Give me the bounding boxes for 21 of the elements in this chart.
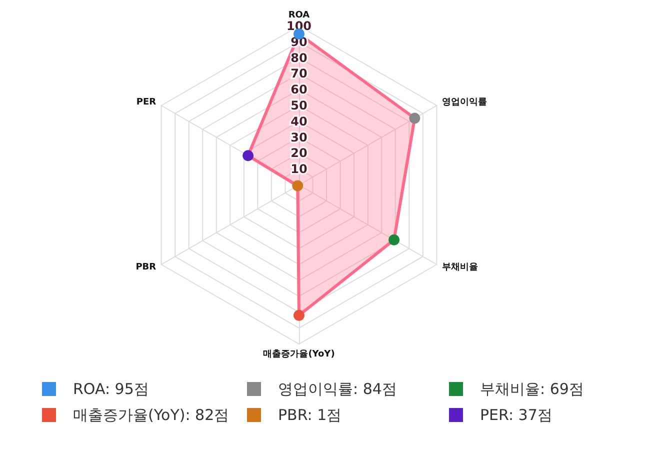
- spoke-label: 부채비율: [442, 262, 478, 272]
- spoke-label: ROA: [288, 10, 310, 20]
- y-tick-label: 40: [290, 114, 308, 128]
- spoke-label: PBR: [136, 262, 156, 272]
- text: PBR: 1점: [278, 406, 342, 424]
- y-tick-label: 20: [290, 146, 308, 160]
- y-tick-label: 70: [290, 66, 308, 81]
- text: 부채비율: 69점: [480, 380, 584, 398]
- y-tick-label: 10: [290, 162, 308, 176]
- y-tick-label: 100: [286, 19, 312, 33]
- spoke-label: 매출증가율(YoY): [263, 348, 335, 360]
- y-tick-label: 50: [290, 98, 308, 112]
- spoke-label: PER: [136, 98, 156, 108]
- text: PER: 37점: [480, 406, 552, 424]
- text: ROA: 95점: [73, 380, 149, 398]
- text: 영업이익률: 84점: [278, 380, 397, 398]
- text: 매출증가율(YoY): 82점: [73, 406, 230, 424]
- y-tick-label: 30: [290, 130, 308, 144]
- spoke-label: 영업이익률: [442, 98, 487, 108]
- y-tick-label: 60: [290, 82, 308, 97]
- y-tick-label: 80: [290, 50, 308, 65]
